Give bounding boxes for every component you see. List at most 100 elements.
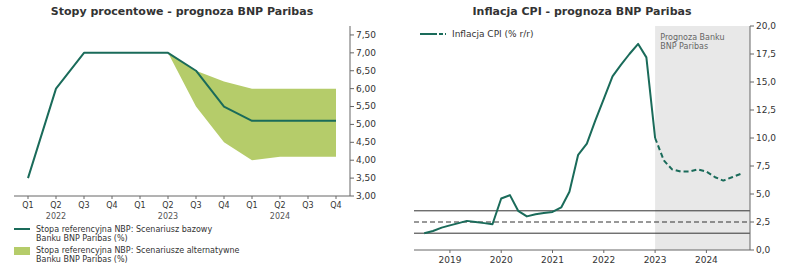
y-tick xyxy=(750,82,754,83)
x-tick xyxy=(252,196,253,199)
x-tick xyxy=(112,196,113,199)
y-tick xyxy=(350,178,354,179)
series-line xyxy=(655,138,741,181)
x-tick-label: Q4 xyxy=(330,201,341,210)
y-tick-label: 7,5 xyxy=(756,161,770,171)
y-tick-label: 10,0 xyxy=(756,133,776,143)
y-tick xyxy=(350,52,354,53)
y-tick-label: 5,50 xyxy=(356,101,376,111)
x-tick-label: Q2 xyxy=(50,201,61,210)
y-tick xyxy=(350,88,354,89)
year-label: 2023 xyxy=(158,212,178,221)
y-tick-label: 7,50 xyxy=(356,30,376,40)
x-tick-label: Q3 xyxy=(190,201,201,210)
x-tick xyxy=(84,196,85,199)
y-tick xyxy=(750,110,754,111)
y-tick-label: 3,00 xyxy=(356,191,376,201)
year-label: 2022 xyxy=(46,212,66,221)
forecast-shade xyxy=(655,26,750,250)
x-tick xyxy=(140,196,141,199)
x-tick-label: Q4 xyxy=(106,201,117,210)
y-tick-label: 6,50 xyxy=(356,66,376,76)
y-tick xyxy=(750,250,754,251)
x-tick-label: 2024 xyxy=(695,255,718,265)
y-tick xyxy=(750,26,754,27)
x-tick xyxy=(196,196,197,199)
x-tick xyxy=(655,250,656,253)
legend: Inflacja CPI (% r/r) xyxy=(420,29,533,39)
x-tick-label: Q2 xyxy=(162,201,173,210)
y-tick-label: 3,50 xyxy=(356,173,376,183)
y-tick-label: 6,00 xyxy=(356,84,376,94)
x-tick xyxy=(224,196,225,199)
y-tick xyxy=(350,142,354,143)
x-tick xyxy=(168,196,169,199)
annotation: Prognoza BankuBNP Paribas xyxy=(660,33,724,51)
x-tick-label: Q2 xyxy=(274,201,285,210)
x-axis-line xyxy=(14,196,350,197)
chart-title: Inflacja CPI - prognoza BNP Paribas xyxy=(473,5,692,18)
x-tick xyxy=(706,250,707,253)
x-tick-label: 2022 xyxy=(592,255,615,265)
x-tick-label: Q1 xyxy=(134,201,145,210)
reference-line xyxy=(414,210,750,211)
y-tick xyxy=(350,160,354,161)
legend-icon xyxy=(14,228,30,230)
y-tick-label: 15,0 xyxy=(756,77,776,87)
reference-line xyxy=(414,233,750,234)
y-tick-label: 5,00 xyxy=(356,119,376,129)
year-label: 2024 xyxy=(270,212,290,221)
x-tick-label: Q1 xyxy=(246,201,257,210)
legend-label: Stopa referencyjna NBP: Scenariusze alte… xyxy=(36,246,239,264)
y-tick xyxy=(750,138,754,139)
x-tick xyxy=(308,196,309,199)
y-tick-label: 20,0 xyxy=(756,21,776,31)
plot-area xyxy=(28,53,336,178)
x-tick-label: 2019 xyxy=(438,255,461,265)
legend-label: Stopa referencyjna NBP: Scenariusz bazow… xyxy=(36,225,212,243)
series-line xyxy=(28,53,336,178)
y-tick-label: 7,00 xyxy=(356,48,376,58)
x-tick xyxy=(56,196,57,199)
x-tick-label: Q3 xyxy=(302,201,313,210)
y-tick-label: 5,0 xyxy=(756,189,771,199)
y-tick-label: 17,5 xyxy=(756,49,776,59)
y-tick xyxy=(350,106,354,107)
y-tick-label: 2,5 xyxy=(756,217,770,227)
y-axis-line xyxy=(350,26,351,196)
chart-panel: Stopy procentowe - prognoza BNP Paribas 3… xyxy=(14,5,376,264)
plot-area xyxy=(414,26,750,250)
legend-icon xyxy=(420,33,433,35)
x-tick-label: Q4 xyxy=(218,201,229,210)
legend-icon xyxy=(433,33,446,35)
series-line xyxy=(424,44,655,233)
chart-panel: Inflacja CPI - prognoza BNP Paribas 0,0 2,… xyxy=(414,5,776,265)
x-tick xyxy=(280,196,281,199)
x-tick-label: 2023 xyxy=(644,255,667,265)
x-tick xyxy=(552,250,553,253)
chart-title: Stopy procentowe - prognoza BNP Paribas xyxy=(51,5,314,18)
y-tick xyxy=(750,194,754,195)
y-tick-label: 12,5 xyxy=(756,105,776,115)
x-tick xyxy=(28,196,29,199)
x-tick xyxy=(501,250,502,253)
y-tick xyxy=(750,166,754,167)
y-tick xyxy=(350,196,354,197)
chart-root: Stopy procentowe - prognoza BNP Paribas 3… xyxy=(0,0,800,280)
x-tick-label: Q3 xyxy=(78,201,89,210)
y-tick-label: 0,0 xyxy=(756,245,771,255)
y-tick-label: 4,00 xyxy=(356,155,376,165)
x-axis-line xyxy=(414,250,750,251)
x-tick xyxy=(336,196,337,199)
x-tick xyxy=(603,250,604,253)
y-tick xyxy=(350,34,354,35)
y-tick xyxy=(750,54,754,55)
legend-label: Inflacja CPI (% r/r) xyxy=(452,29,533,39)
y-tick-label: 4,50 xyxy=(356,137,376,147)
x-tick xyxy=(449,250,450,253)
x-tick-label: 2021 xyxy=(541,255,564,265)
x-tick-label: Q1 xyxy=(22,201,33,210)
y-tick xyxy=(350,124,354,125)
legend: Stopa referencyjna NBP: Scenariusz bazow… xyxy=(14,225,239,264)
y-tick xyxy=(750,222,754,223)
